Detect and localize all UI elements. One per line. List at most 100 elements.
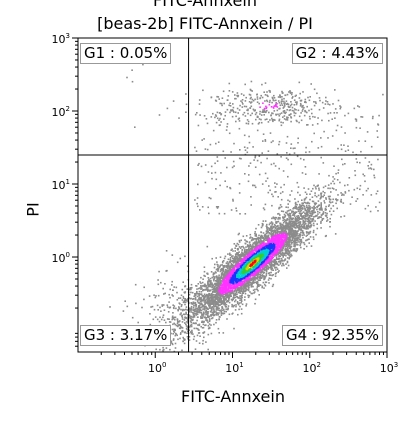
scatter-point — [238, 232, 240, 235]
scatter-point — [244, 254, 247, 256]
scatter-point — [305, 196, 308, 199]
scatter-point — [226, 261, 229, 263]
scatter-point — [321, 207, 323, 210]
scatter-point — [282, 224, 284, 227]
scatter-point — [295, 239, 298, 242]
scatter-point — [245, 273, 247, 276]
scatter-point — [257, 224, 260, 226]
scatter-point — [297, 222, 299, 224]
scatter-point — [174, 347, 177, 349]
scatter-point — [296, 226, 299, 229]
scatter-point — [271, 274, 274, 277]
scatter-point — [303, 222, 305, 225]
scatter-point — [172, 304, 174, 306]
scatter-point — [207, 325, 210, 327]
scatter-point — [171, 328, 174, 331]
scatter-point — [303, 227, 306, 229]
scatter-point — [248, 276, 250, 279]
scatter-point — [223, 308, 225, 311]
scatter-point — [198, 307, 201, 310]
scatter-point — [269, 264, 272, 267]
scatter-point — [201, 313, 203, 316]
scatter-point — [223, 284, 225, 286]
scatter-point — [179, 333, 182, 335]
scatter-point — [197, 324, 199, 326]
scatter-point — [309, 222, 312, 224]
scatter-point — [289, 251, 291, 253]
scatter-point — [217, 265, 219, 268]
scatter-point — [240, 246, 243, 248]
scatter-point — [265, 239, 268, 241]
scatter-point — [221, 305, 223, 308]
scatter-point — [243, 283, 245, 285]
scatter-point — [301, 229, 304, 232]
scatter-point — [286, 210, 289, 212]
scatter-point — [183, 309, 186, 311]
scatter-point — [320, 207, 322, 209]
scatter-point — [218, 288, 220, 291]
scatter-point — [300, 207, 302, 210]
scatter-point — [271, 228, 273, 230]
scatter-point — [283, 218, 286, 221]
scatter-point — [275, 237, 277, 240]
scatter-point — [219, 264, 222, 266]
scatter-point — [228, 265, 230, 267]
scatter-point — [331, 187, 334, 189]
scatter-point — [200, 325, 202, 328]
scatter-point — [306, 193, 308, 195]
scatter-point — [179, 327, 182, 330]
scatter-point — [223, 275, 225, 277]
scatter-point — [222, 287, 224, 290]
scatter-point — [271, 252, 273, 254]
scatter-point — [202, 304, 205, 307]
scatter-point — [291, 241, 294, 244]
scatter-point — [289, 225, 292, 228]
scatter-point — [283, 216, 286, 218]
scatter-point — [235, 283, 238, 286]
scatter-point — [194, 296, 197, 299]
scatter-point — [302, 225, 305, 227]
scatter-point — [181, 327, 184, 329]
scatter-point — [273, 223, 276, 226]
scatter-point — [181, 318, 184, 320]
scatter-point — [215, 319, 218, 321]
scatter-point — [268, 227, 271, 230]
scatter-point — [299, 241, 302, 243]
scatter-point — [199, 335, 201, 337]
scatter-point — [223, 257, 226, 260]
scatter-point — [320, 216, 322, 218]
scatter-point — [264, 260, 267, 263]
scatter-point — [262, 251, 264, 253]
scatter-point — [190, 305, 193, 308]
scatter-point — [228, 270, 231, 272]
scatter-point — [232, 292, 234, 294]
scatter-point — [288, 235, 291, 237]
scatter-point — [301, 241, 303, 244]
scatter-point — [289, 216, 292, 218]
scatter-point — [166, 318, 169, 320]
scatter-point — [284, 230, 286, 232]
scatter-point — [211, 301, 214, 304]
scatter-point — [199, 304, 201, 307]
scatter-point — [284, 258, 287, 260]
scatter-point — [288, 223, 290, 225]
scatter-point — [250, 254, 253, 257]
scatter-point — [285, 263, 287, 265]
scatter-point — [313, 210, 315, 212]
scatter-point — [242, 274, 244, 277]
scatter-point — [214, 300, 217, 302]
scatter-point — [252, 250, 255, 252]
scatter-point — [264, 263, 267, 265]
scatter-point — [205, 298, 207, 301]
scatter-point — [190, 302, 193, 305]
scatter-point — [254, 298, 257, 301]
scatter-point — [224, 305, 227, 307]
scatter-point — [238, 265, 241, 267]
scatter-point — [262, 248, 265, 251]
scatter-point — [257, 251, 260, 253]
scatter-point — [211, 311, 214, 314]
scatter-point — [247, 278, 250, 281]
scatter-point — [292, 249, 294, 252]
scatter-point — [262, 237, 264, 239]
scatter-point — [259, 273, 261, 276]
